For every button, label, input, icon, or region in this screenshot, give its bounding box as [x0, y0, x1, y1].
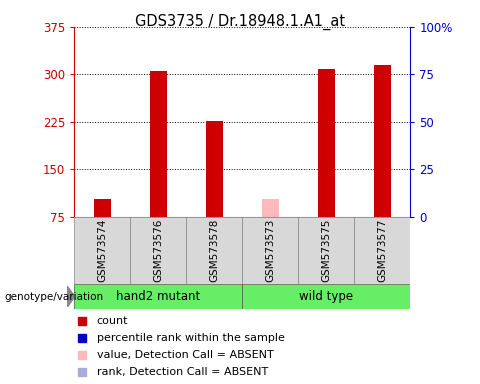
Bar	[74, 284, 242, 309]
Bar	[374, 65, 391, 217]
Text: GSM573578: GSM573578	[209, 219, 219, 282]
Text: GSM573575: GSM573575	[322, 219, 331, 282]
Text: hand2 mutant: hand2 mutant	[116, 290, 201, 303]
Bar	[242, 284, 410, 309]
Text: GSM573577: GSM573577	[377, 219, 387, 282]
Text: GDS3735 / Dr.18948.1.A1_at: GDS3735 / Dr.18948.1.A1_at	[135, 13, 345, 30]
Text: value, Detection Call = ABSENT: value, Detection Call = ABSENT	[97, 350, 274, 360]
Bar	[206, 121, 223, 217]
Text: GSM573574: GSM573574	[97, 219, 108, 282]
Text: GSM573576: GSM573576	[154, 219, 163, 282]
Text: percentile rank within the sample: percentile rank within the sample	[97, 333, 285, 343]
Bar	[150, 71, 167, 217]
Bar	[242, 217, 299, 284]
Bar	[354, 217, 410, 284]
Bar	[299, 217, 354, 284]
Bar	[186, 217, 242, 284]
Bar	[318, 70, 335, 217]
Bar	[262, 199, 279, 217]
Bar	[74, 217, 131, 284]
Text: count: count	[97, 316, 128, 326]
Text: GSM573573: GSM573573	[265, 219, 276, 282]
Bar	[131, 217, 186, 284]
Bar	[94, 199, 111, 217]
Text: wild type: wild type	[300, 290, 353, 303]
Polygon shape	[67, 286, 75, 307]
Text: genotype/variation: genotype/variation	[5, 291, 104, 302]
Text: rank, Detection Call = ABSENT: rank, Detection Call = ABSENT	[97, 367, 268, 377]
